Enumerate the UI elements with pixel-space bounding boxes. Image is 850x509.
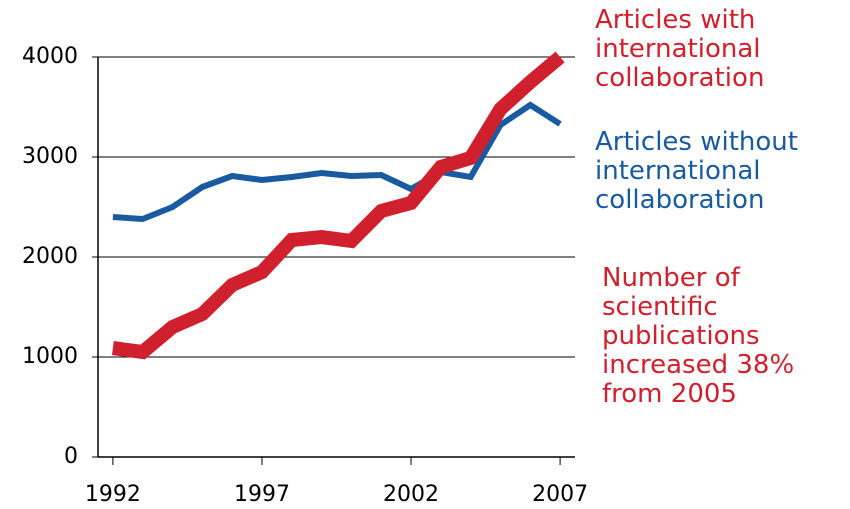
legend-entry: Articles with international collaboratio… <box>595 5 765 93</box>
x-tick-label: 2002 <box>383 482 439 507</box>
y-tick-label: 0 <box>64 444 78 469</box>
legend-entry: Articles without international collabora… <box>595 127 798 215</box>
y-tick-label: 3000 <box>22 144 78 169</box>
series-line <box>111 51 565 360</box>
annotation: Number of scientific publications increa… <box>602 263 795 409</box>
y-tick-label: 1000 <box>22 344 78 369</box>
y-tick-label: 2000 <box>22 244 78 269</box>
x-tick-label: 2007 <box>532 482 588 507</box>
x-tick-label: 1992 <box>85 482 141 507</box>
y-tick-label: 4000 <box>22 44 78 69</box>
series-line <box>112 101 562 223</box>
x-tick-label: 1997 <box>234 482 290 507</box>
